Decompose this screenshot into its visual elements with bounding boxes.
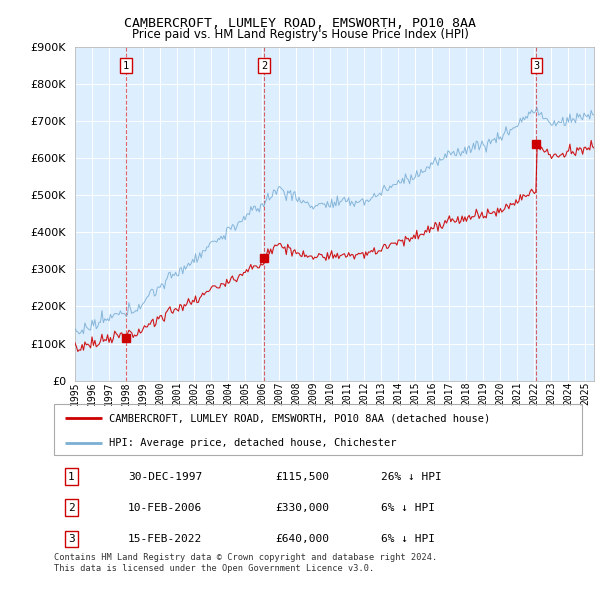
Text: 3: 3 — [68, 534, 75, 544]
Text: 6% ↓ HPI: 6% ↓ HPI — [382, 503, 436, 513]
Text: 2: 2 — [68, 503, 75, 513]
Text: 30-DEC-1997: 30-DEC-1997 — [128, 471, 202, 481]
Text: £330,000: £330,000 — [276, 503, 330, 513]
Text: 26% ↓ HPI: 26% ↓ HPI — [382, 471, 442, 481]
Text: 1: 1 — [123, 61, 129, 71]
Text: 3: 3 — [533, 61, 539, 71]
Text: CAMBERCROFT, LUMLEY ROAD, EMSWORTH, PO10 8AA (detached house): CAMBERCROFT, LUMLEY ROAD, EMSWORTH, PO10… — [109, 413, 491, 423]
Text: £115,500: £115,500 — [276, 471, 330, 481]
Text: Price paid vs. HM Land Registry's House Price Index (HPI): Price paid vs. HM Land Registry's House … — [131, 28, 469, 41]
Text: CAMBERCROFT, LUMLEY ROAD, EMSWORTH, PO10 8AA: CAMBERCROFT, LUMLEY ROAD, EMSWORTH, PO10… — [124, 17, 476, 30]
Text: Contains HM Land Registry data © Crown copyright and database right 2024.
This d: Contains HM Land Registry data © Crown c… — [54, 553, 437, 573]
Text: 1: 1 — [68, 471, 75, 481]
Text: 2: 2 — [261, 61, 267, 71]
Text: HPI: Average price, detached house, Chichester: HPI: Average price, detached house, Chic… — [109, 438, 397, 447]
Text: 6% ↓ HPI: 6% ↓ HPI — [382, 534, 436, 544]
Text: £640,000: £640,000 — [276, 534, 330, 544]
Text: 15-FEB-2022: 15-FEB-2022 — [128, 534, 202, 544]
Text: 10-FEB-2006: 10-FEB-2006 — [128, 503, 202, 513]
